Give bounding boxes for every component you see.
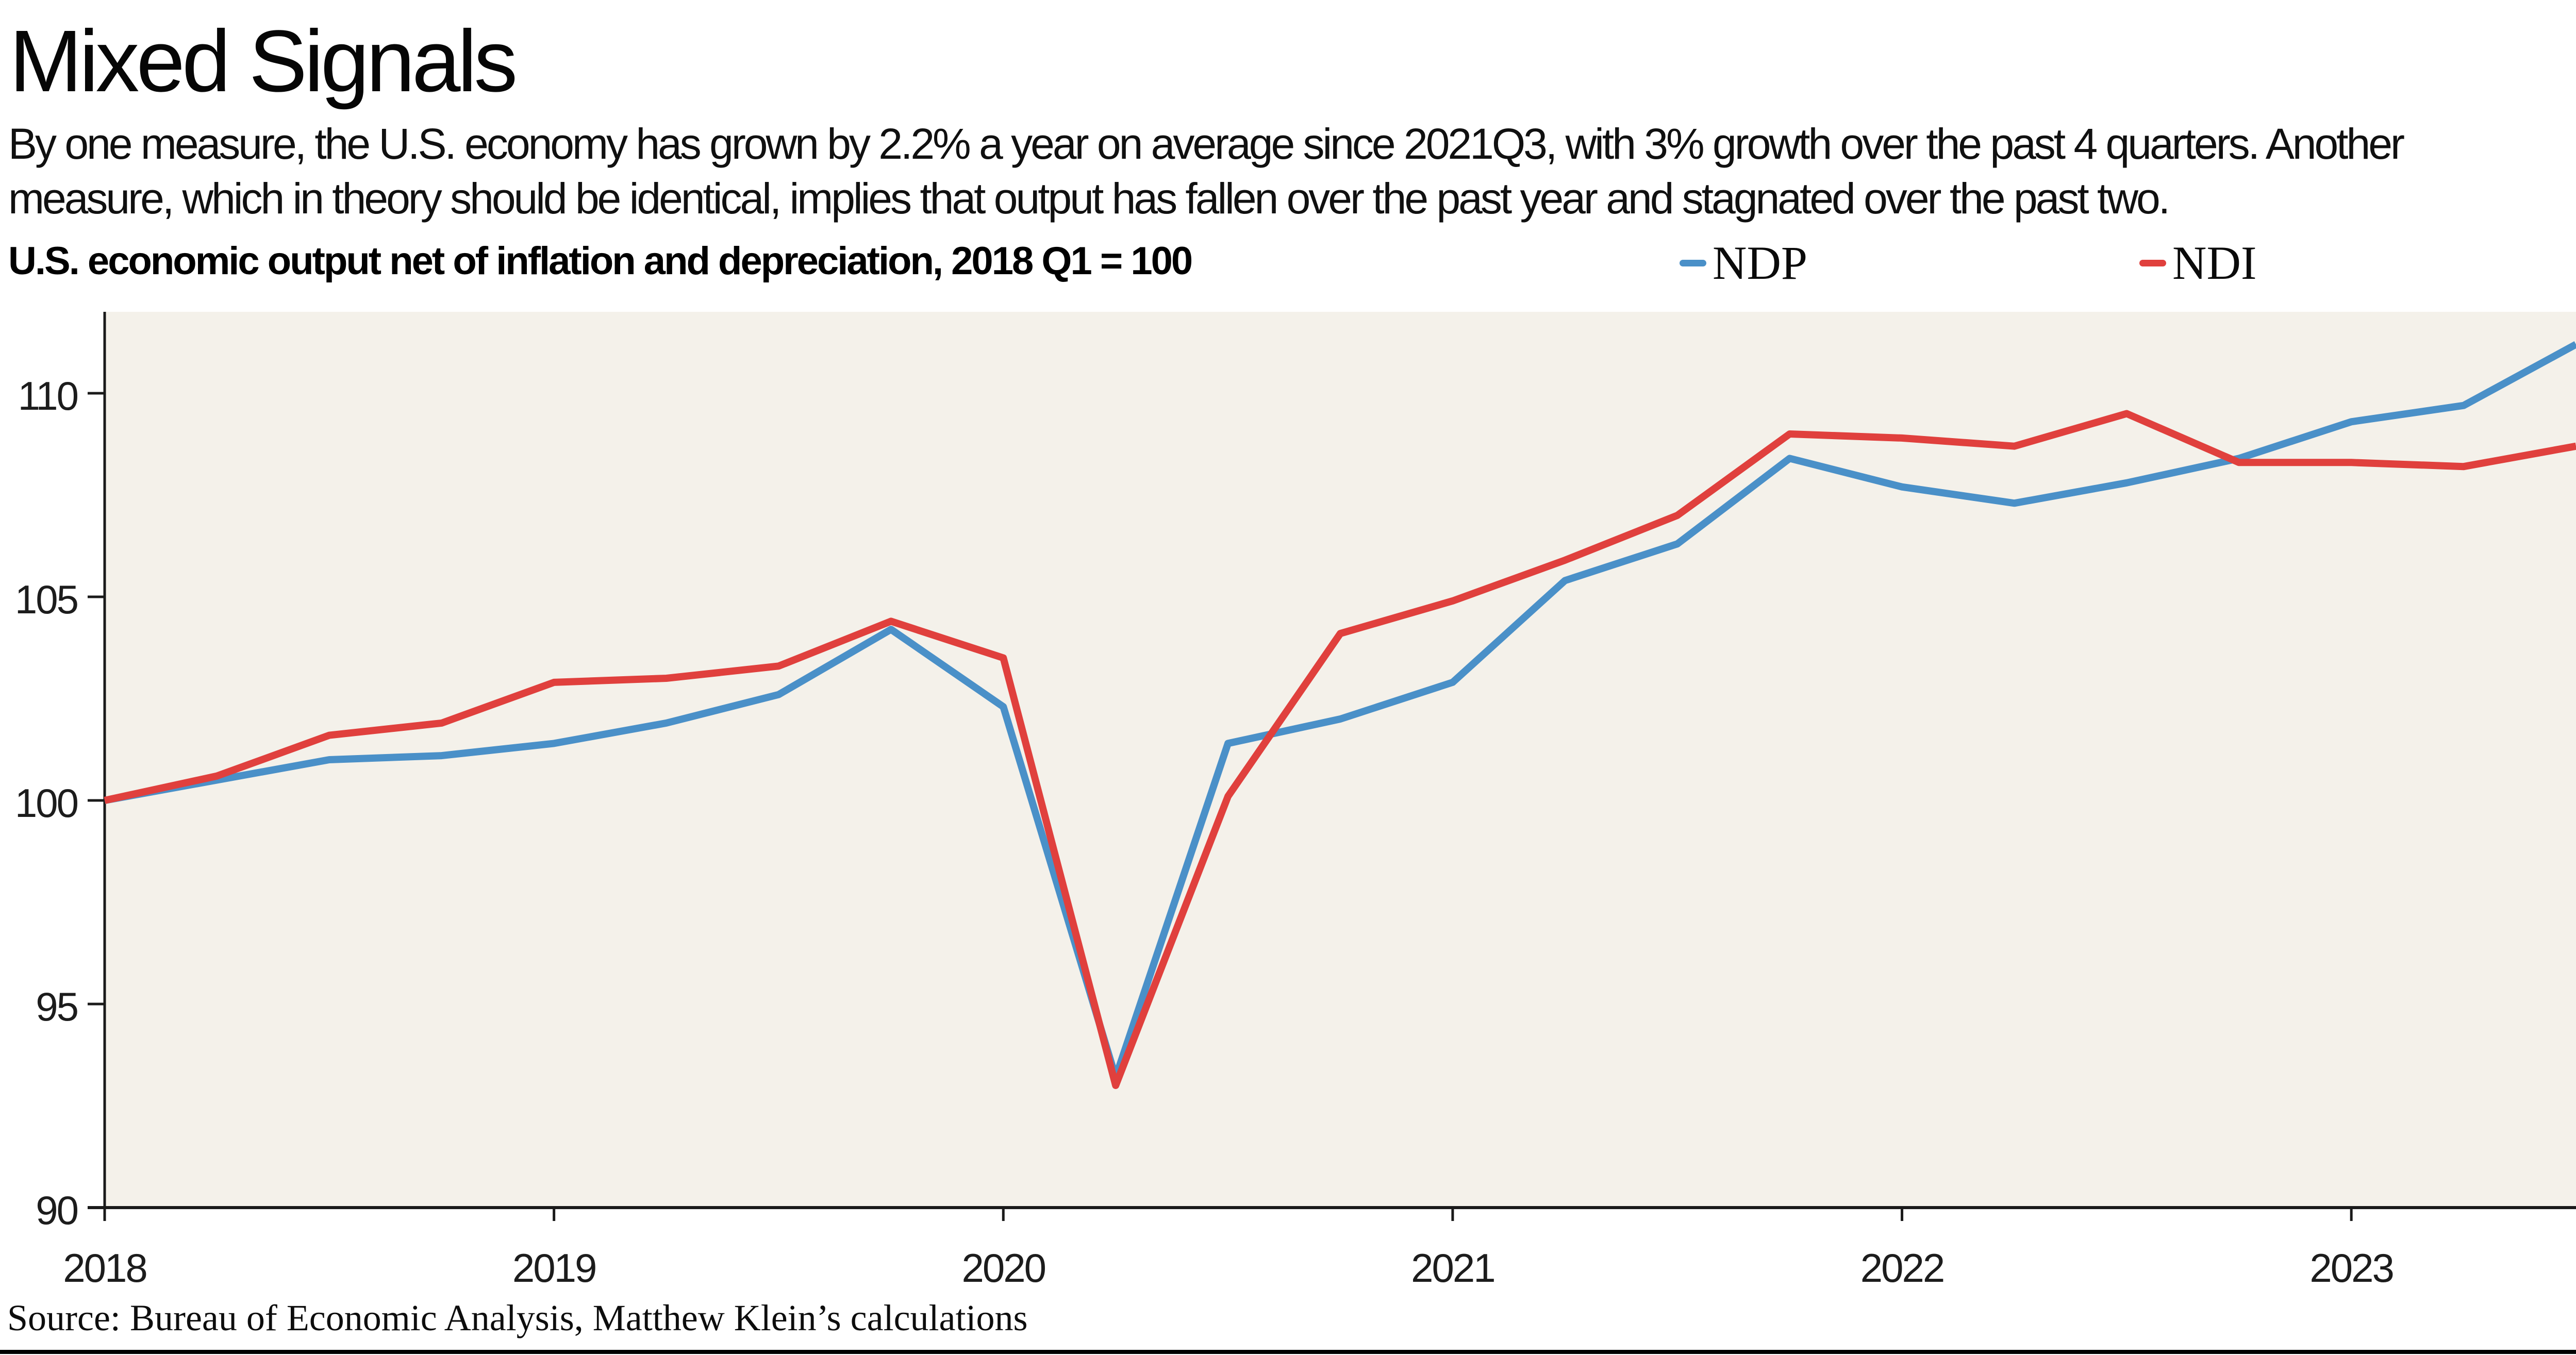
axis-tick-labels: 90 95 100 105 110 2018 2019 2020 2021 2022 2023 — [15, 373, 2395, 1291]
ndi-line-swatch-icon — [2139, 259, 2166, 266]
ndi-line — [104, 410, 2576, 1089]
source-note: Source: Bureau of Economic Analysis, Mat… — [7, 1297, 1028, 1339]
legend-item-ndp: NDP — [1680, 235, 1807, 291]
y-tick-label: 95 — [36, 984, 77, 1029]
y-axis-description: U.S. economic output net of inflation an… — [8, 239, 1193, 283]
legend-label-ndi: NDI — [2172, 237, 2257, 289]
subtitle-line-1: By one measure, the U.S. economy has gro… — [8, 120, 2405, 168]
axis-label-row: U.S. economic output net of inflation an… — [0, 235, 2576, 291]
legend-item-ndi: NDI — [2139, 235, 2257, 291]
x-tick-label: 2023 — [2309, 1245, 2393, 1291]
x-tick-label: 2022 — [1860, 1245, 1944, 1291]
ndp-line-swatch-icon — [1680, 259, 1706, 266]
axis-ticks — [88, 392, 2353, 1221]
chart-subtitle: By one measure, the U.S. economy has gro… — [8, 116, 2405, 226]
bottom-divider — [0, 1350, 2576, 1354]
chart-title: Mixed Signals — [9, 12, 518, 110]
data-lines — [104, 341, 2576, 1089]
ndp-line — [104, 341, 2576, 1081]
axes — [88, 312, 2576, 1221]
legend-label-ndp: NDP — [1713, 237, 1808, 289]
y-tick-label: 105 — [15, 577, 78, 622]
plot-background — [105, 312, 2576, 1208]
y-tick-label: 110 — [18, 373, 78, 419]
y-tick-label: 100 — [15, 780, 78, 826]
x-tick-label: 2020 — [962, 1245, 1045, 1291]
x-tick-label: 2019 — [512, 1245, 596, 1291]
x-tick-label: 2021 — [1411, 1245, 1494, 1291]
y-tick-label: 90 — [36, 1187, 77, 1233]
x-tick-label: 2018 — [63, 1245, 146, 1291]
subtitle-line-2: measure, which in theory should be ident… — [8, 174, 2170, 223]
